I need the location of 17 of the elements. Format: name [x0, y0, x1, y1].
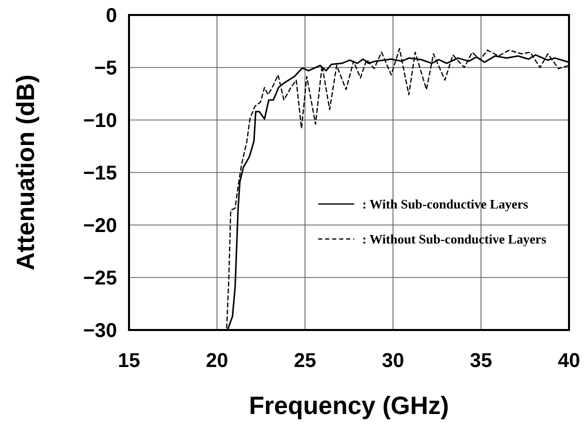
y-tick-label: −15: [83, 162, 117, 184]
y-tick-label: −10: [83, 110, 117, 132]
y-tick-label: −30: [83, 320, 117, 342]
legend-label: : With Sub-conductive Layers: [362, 196, 528, 212]
legend-label: : Without Sub-conductive Layers: [362, 232, 546, 247]
x-tick-label: 15: [118, 350, 140, 372]
y-tick-label: −25: [83, 268, 117, 290]
x-tick-label: 30: [382, 350, 404, 372]
y-tick-label: −5: [94, 58, 117, 80]
x-tick-label: 25: [294, 350, 316, 372]
y-tick-label: −20: [83, 215, 117, 237]
x-axis-title: Frequency (GHz): [248, 392, 450, 420]
y-tick-label: 0: [106, 5, 117, 27]
x-tick-label: 20: [206, 350, 228, 372]
y-axis-title: Attenuation (dB): [12, 74, 40, 270]
x-tick-label: 35: [470, 350, 492, 372]
x-tick-label: 40: [558, 350, 580, 372]
